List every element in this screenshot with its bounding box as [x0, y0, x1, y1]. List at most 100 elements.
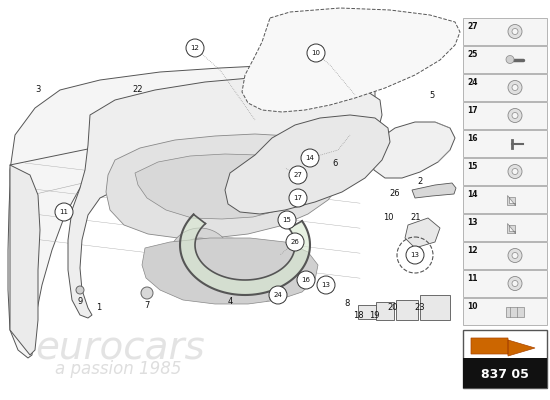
Polygon shape [135, 154, 306, 219]
Polygon shape [8, 65, 375, 358]
FancyBboxPatch shape [463, 358, 547, 388]
Circle shape [508, 276, 522, 290]
FancyBboxPatch shape [463, 330, 547, 388]
Circle shape [301, 149, 319, 167]
Circle shape [508, 164, 522, 178]
Circle shape [289, 189, 307, 207]
Text: 13: 13 [467, 218, 477, 227]
Polygon shape [242, 8, 460, 112]
Polygon shape [168, 228, 232, 292]
Circle shape [506, 56, 514, 64]
Text: 21: 21 [411, 214, 421, 222]
Polygon shape [188, 248, 212, 272]
FancyBboxPatch shape [463, 186, 547, 213]
Circle shape [55, 203, 73, 221]
Circle shape [512, 168, 518, 174]
Text: 837 05: 837 05 [481, 368, 529, 380]
FancyBboxPatch shape [376, 302, 394, 320]
Text: 13: 13 [322, 282, 331, 288]
Text: 11: 11 [59, 209, 69, 215]
Circle shape [278, 211, 296, 229]
Polygon shape [68, 78, 382, 318]
Text: 5: 5 [430, 90, 434, 100]
Text: 16: 16 [301, 277, 311, 283]
Text: 20: 20 [388, 304, 398, 312]
Text: 4: 4 [227, 298, 233, 306]
Circle shape [307, 44, 325, 62]
Text: 17: 17 [294, 195, 302, 201]
Circle shape [508, 24, 522, 38]
Circle shape [141, 287, 153, 299]
Circle shape [286, 233, 304, 251]
Text: 10: 10 [383, 214, 393, 222]
FancyBboxPatch shape [463, 102, 547, 129]
Circle shape [508, 248, 522, 262]
FancyBboxPatch shape [463, 270, 547, 297]
Text: 6: 6 [332, 158, 338, 168]
FancyBboxPatch shape [396, 300, 418, 320]
Polygon shape [412, 183, 456, 198]
Circle shape [512, 112, 518, 118]
Text: 9: 9 [78, 298, 82, 306]
Text: 17: 17 [467, 106, 477, 115]
Polygon shape [10, 165, 40, 355]
Text: 10: 10 [467, 302, 477, 311]
FancyBboxPatch shape [463, 18, 547, 45]
Text: 3: 3 [35, 86, 41, 94]
Text: 22: 22 [133, 86, 143, 94]
Text: 13: 13 [410, 252, 420, 258]
Circle shape [297, 271, 315, 289]
Polygon shape [370, 122, 455, 178]
FancyBboxPatch shape [463, 74, 547, 101]
FancyBboxPatch shape [358, 305, 376, 319]
Circle shape [512, 252, 518, 258]
Polygon shape [225, 115, 390, 214]
Text: 27: 27 [467, 22, 477, 31]
Polygon shape [507, 222, 515, 232]
FancyBboxPatch shape [420, 295, 450, 320]
Polygon shape [106, 134, 342, 238]
Circle shape [512, 28, 518, 34]
Circle shape [508, 108, 522, 122]
Circle shape [317, 276, 335, 294]
Text: 10: 10 [311, 50, 321, 56]
Circle shape [289, 166, 307, 184]
Text: 24: 24 [467, 78, 477, 87]
Text: 16: 16 [467, 134, 477, 143]
Circle shape [186, 39, 204, 57]
Text: 12: 12 [190, 45, 200, 51]
Text: 11: 11 [467, 274, 477, 283]
Text: 15: 15 [467, 162, 477, 171]
Polygon shape [180, 214, 310, 295]
Polygon shape [142, 238, 318, 304]
FancyBboxPatch shape [463, 242, 547, 269]
FancyBboxPatch shape [463, 158, 547, 185]
Circle shape [512, 84, 518, 90]
Text: 14: 14 [306, 155, 315, 161]
Text: 25: 25 [467, 50, 477, 59]
Text: eurocars: eurocars [35, 330, 205, 368]
Polygon shape [178, 238, 222, 282]
Text: 14: 14 [467, 190, 477, 199]
Text: 27: 27 [294, 172, 302, 178]
Text: 23: 23 [415, 304, 425, 312]
FancyBboxPatch shape [463, 46, 547, 73]
Text: 1: 1 [96, 304, 102, 312]
Circle shape [512, 280, 518, 286]
FancyBboxPatch shape [463, 214, 547, 241]
Text: 18: 18 [353, 310, 364, 320]
FancyBboxPatch shape [463, 298, 547, 325]
FancyBboxPatch shape [463, 130, 547, 157]
Text: 24: 24 [274, 292, 282, 298]
Text: 8: 8 [344, 298, 350, 308]
Text: a passion 1985: a passion 1985 [55, 360, 182, 378]
FancyBboxPatch shape [506, 306, 524, 316]
Text: 2: 2 [417, 178, 422, 186]
Text: 15: 15 [283, 217, 292, 223]
Text: 19: 19 [368, 310, 379, 320]
Circle shape [269, 286, 287, 304]
Circle shape [508, 80, 522, 94]
Text: 7: 7 [144, 300, 150, 310]
Text: 26: 26 [290, 239, 299, 245]
Circle shape [406, 246, 424, 264]
